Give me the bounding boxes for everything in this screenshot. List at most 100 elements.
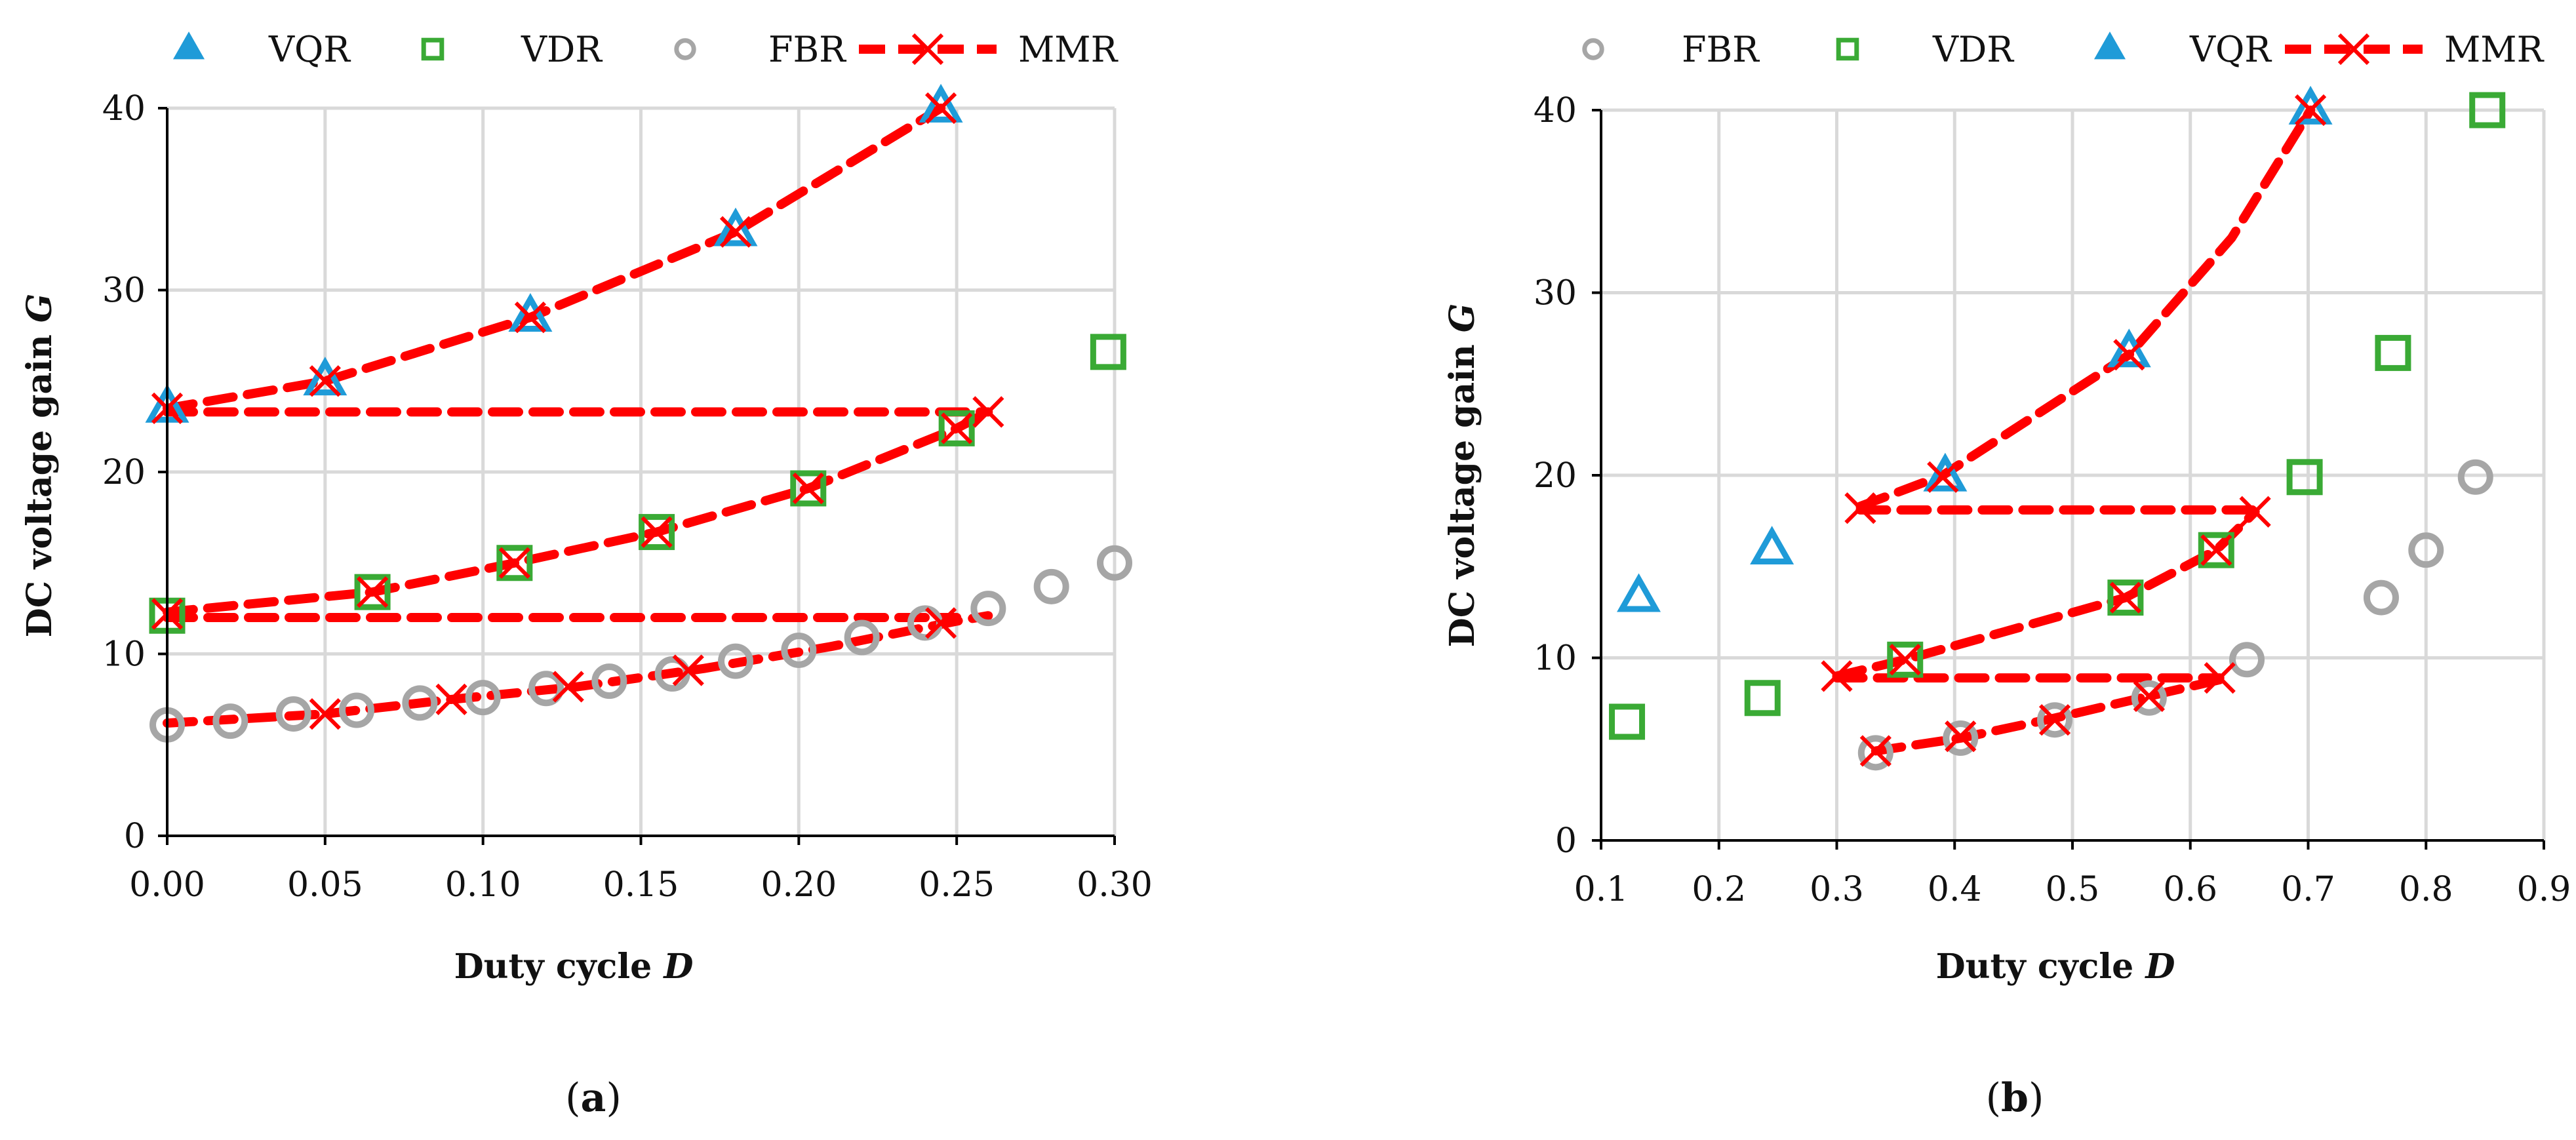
x-axis-title-b: Duty cycle D: [1936, 947, 2175, 987]
fbr-point-a: [781, 632, 817, 668]
vdr-point-b: [2198, 532, 2234, 568]
y-tick-label: 10: [102, 635, 146, 675]
fbr-point-b: [1857, 735, 1893, 771]
x-tick-label: 0.20: [761, 865, 837, 905]
y-tick-label: 10: [1534, 639, 1577, 678]
mmr-point-a: [941, 412, 973, 444]
fbr-point-a: [528, 671, 564, 707]
vdr-point-a: [639, 514, 675, 551]
fbr-point-a: [465, 680, 501, 716]
fbr-point-b: [2131, 680, 2167, 716]
legend-b: FBR VDR VQR MMR: [1582, 29, 2545, 70]
vdr-point-b: [2286, 459, 2323, 496]
legend-swatch-vqr: [172, 31, 205, 60]
vqr-point-b: [2107, 328, 2151, 368]
grid-a: [167, 106, 1117, 836]
mmr-point-a: [924, 607, 957, 639]
mmr-point-a: [552, 671, 584, 703]
legend-swatch-fbr: [674, 38, 696, 60]
legend-label-vqr: VQR: [2189, 29, 2272, 70]
x-tick-label: 0.3: [1810, 870, 1864, 909]
fbr-point-b: [2408, 532, 2444, 568]
y-tick-label: 30: [1534, 274, 1577, 313]
vdr-point-b: [1744, 680, 1781, 717]
x-tick-label: 0.05: [287, 865, 363, 905]
x-tick-label: 0.30: [1077, 865, 1153, 905]
tick-labels-b: 0.1 0.2 0.3 0.4 0.5 0.6 0.7 0.8 0.9 0 10 20 30 40: [1534, 91, 2571, 909]
mmr-point-a: [498, 547, 530, 579]
x-tick-label: 0.2: [1692, 870, 1746, 909]
legend-label-vdr: VDR: [1932, 29, 2014, 70]
chart-panel-b: 0.1 0.2 0.3 0.4 0.5 0.6 0.7 0.8 0.9 0 10 20 30 40 FBR…: [1442, 29, 2571, 1121]
tick-labels-a: 0.00 0.05 0.10 0.15 0.20 0.25 0.30 0 10 20 30 40: [102, 89, 1153, 905]
mmr-point-a: [672, 654, 704, 686]
chart-panel-a: 0.00 0.05 0.10 0.15 0.20 0.25 0.30 0 10 20 30 40 VQ…: [20, 29, 1153, 1121]
y-axis-title-a: DC voltage gain G: [20, 294, 60, 638]
vqr-point-b: [1750, 526, 1794, 565]
x-tick-label: 0.00: [129, 865, 205, 905]
mmr-point-b: [2204, 662, 2236, 694]
y-tick-label: 20: [102, 453, 146, 492]
vdr-point-a: [938, 410, 975, 446]
mmr-point-b: [2038, 704, 2071, 736]
fbr-point-a: [339, 692, 374, 728]
x-tick-label: 0.1: [1574, 870, 1629, 909]
vdr-point-b: [2107, 580, 2144, 616]
mmr-point-a: [356, 576, 389, 608]
vqr-point-b: [1617, 573, 1661, 612]
legend-label-fbr: FBR: [768, 29, 846, 70]
y-tick-label: 0: [1555, 821, 1577, 861]
y-tick-label: 40: [102, 89, 146, 128]
mmr-line-a-5: [163, 611, 993, 728]
vdr-point-b: [1609, 703, 1646, 740]
fbr-point-a: [212, 703, 248, 739]
fbr-point-a: [718, 643, 753, 679]
fbr-point-b: [2229, 642, 2265, 678]
mmr-point-a: [924, 92, 957, 125]
mmr-line-a-3: [163, 407, 993, 617]
fbr-point-b: [2457, 459, 2493, 495]
mmr-point-a: [435, 683, 467, 716]
mmr-point-a: [309, 698, 341, 730]
x-tick-label: 0.4: [1928, 870, 1982, 909]
mmr-point-b: [1859, 735, 1892, 767]
x-tick-label: 0.10: [445, 865, 521, 905]
fbr-point-a: [844, 619, 880, 656]
axes-b: [1592, 109, 2545, 850]
fbr-point-a: [1097, 545, 1132, 581]
vdr-point-b: [1887, 641, 1924, 678]
legend-swatch-vdr: [1836, 37, 1859, 61]
grid-b: [1601, 108, 2546, 840]
legend-a: VQR VDR FBR MMR: [172, 29, 1119, 70]
x-axis-title-a: Duty cycle D: [454, 947, 694, 987]
fbr-point-a: [275, 696, 311, 732]
fbr-point-a: [591, 663, 627, 699]
legend-label-mmr: MMR: [2444, 29, 2545, 70]
legend-label-mmr: MMR: [1018, 29, 1119, 70]
vdr-point-a: [496, 545, 533, 581]
mmr-point-a: [719, 216, 752, 248]
y-tick-label: 30: [102, 271, 146, 311]
series-layer-b: [1609, 85, 2506, 771]
fbr-point-b: [2363, 580, 2399, 616]
legend-label-vqr: VQR: [268, 29, 351, 70]
legend-label-vdr: VDR: [521, 29, 603, 70]
y-tick-label: 0: [124, 817, 146, 856]
legend-swatch-mmr-x: [911, 33, 944, 66]
mmr-point-a: [309, 365, 341, 397]
mmr-point-b: [2239, 496, 2271, 528]
fbr-point-a: [1033, 568, 1069, 604]
mmr-point-b: [1927, 461, 1959, 493]
axes-a: [158, 107, 1116, 845]
mmr-point-b: [1821, 660, 1853, 692]
vdr-point-b: [2469, 92, 2506, 128]
mmr-point-b: [2113, 339, 2145, 371]
mmr-point-b: [1889, 644, 1921, 676]
y-tick-label: 40: [1534, 91, 1577, 130]
vdr-point-b: [2375, 334, 2411, 371]
vqr-point-a: [508, 293, 553, 332]
panel-label-b: (b): [1986, 1075, 2044, 1121]
legend-label-fbr: FBR: [1682, 29, 1760, 70]
series-layer-a: [145, 83, 1132, 743]
mmr-point-b: [2109, 581, 2142, 614]
